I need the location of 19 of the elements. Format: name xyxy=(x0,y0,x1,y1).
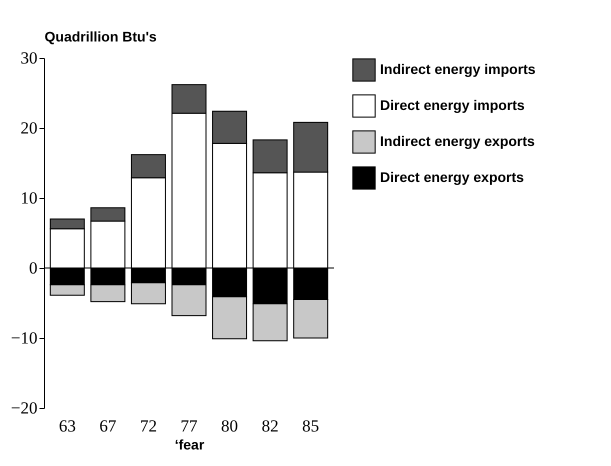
legend-label: Direct energy imports xyxy=(380,97,525,113)
x-axis-title: ‘fear xyxy=(174,436,205,452)
legend-label: Direct energy exports xyxy=(380,169,524,185)
y-axis-title: Quadrillion Btu's xyxy=(44,28,157,44)
x-tick-label: 80 xyxy=(221,416,238,436)
legend-label: Indirect energy exports xyxy=(380,133,536,149)
legend-label: Indirect energy imports xyxy=(380,61,536,77)
y-tick-label: 20 xyxy=(20,118,38,138)
x-tick-label: 63 xyxy=(58,416,76,436)
x-tick-label: 85 xyxy=(302,416,320,436)
x-tick-label: 77 xyxy=(180,416,198,436)
y-tick-label: −10 xyxy=(10,328,38,348)
y-tick-label: −20 xyxy=(10,398,38,418)
y-tick-label: 10 xyxy=(20,188,38,208)
x-tick-label: 67 xyxy=(99,416,117,436)
x-tick-label: 82 xyxy=(262,416,279,436)
y-tick-label: 30 xyxy=(20,48,38,68)
y-tick-label: 0 xyxy=(29,258,38,278)
x-tick-label: 72 xyxy=(140,416,157,436)
